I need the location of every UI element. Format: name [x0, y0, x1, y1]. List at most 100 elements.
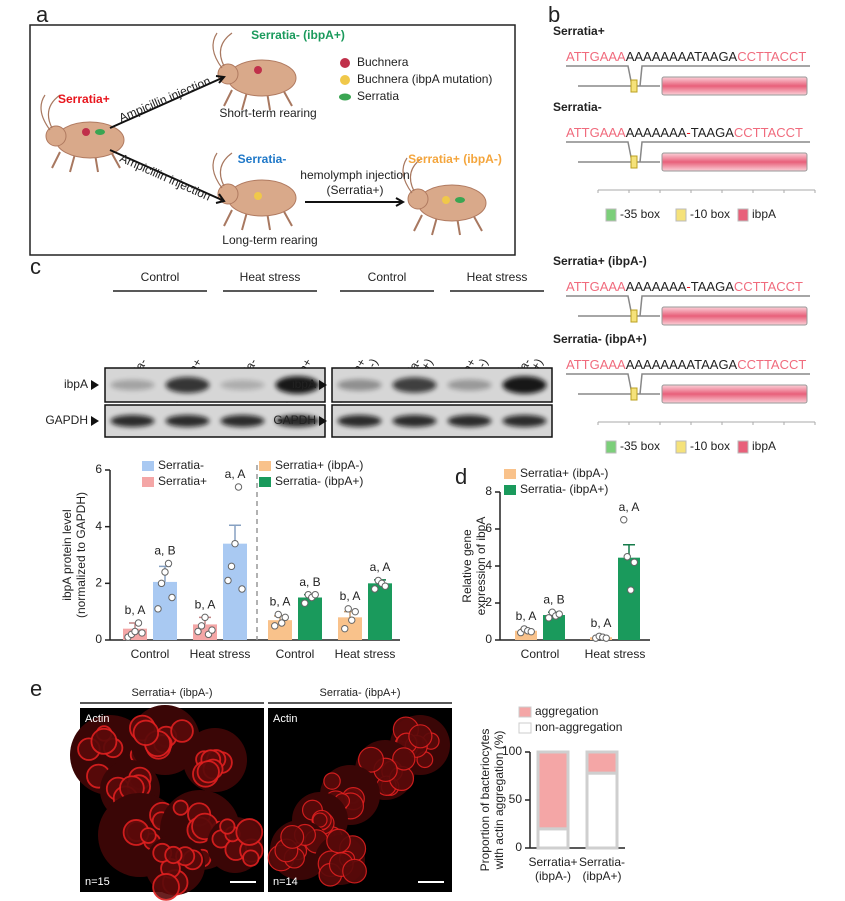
legend-swatch [142, 477, 154, 487]
legend-label: non-aggregation [535, 720, 622, 734]
sequence-part: ATTGAAA [566, 125, 626, 140]
cell [392, 747, 416, 771]
data-point [197, 622, 206, 630]
significance-label: b, A [516, 609, 537, 623]
legend-label: Serratia- (ibpA+) [275, 474, 363, 488]
x-tick-label: Heat stress [190, 647, 251, 661]
band [447, 415, 492, 427]
data-point [201, 613, 209, 622]
group-label: Heat stress [467, 270, 528, 284]
group-label: Control [368, 270, 407, 284]
y-tick-label: 50 [509, 792, 523, 806]
legend-label: -35 box [620, 207, 660, 221]
y-tick-label: 8 [485, 484, 492, 498]
y-tick-label: 2 [485, 595, 492, 609]
gene [661, 384, 808, 404]
cell [139, 827, 157, 844]
bar [515, 630, 537, 640]
significance-label: b, A [270, 595, 291, 609]
legend-label: Serratia- [158, 458, 204, 472]
panel-label: d [455, 464, 467, 489]
data-point [271, 622, 279, 630]
strain-name: Serratia+ (ibpA-) [553, 254, 647, 268]
sequence-part: CCTTACCT [734, 125, 803, 140]
sequence-part: ATTGAAA [566, 279, 626, 294]
row-label: ibpA [292, 377, 316, 391]
bar [338, 617, 362, 640]
x-tick-label: (ibpA+) [582, 869, 621, 883]
band [392, 415, 437, 427]
data-point [227, 562, 236, 571]
legend-swatch [675, 440, 687, 454]
sequence-part: - [686, 279, 690, 294]
x-tick-label: Heat stress [335, 647, 396, 661]
stain-label: Actin [85, 713, 109, 725]
label: Serratia- (ibpA+) [251, 28, 345, 42]
legend-label: Serratia- (ibpA+) [520, 482, 608, 496]
row-arrow [319, 380, 327, 390]
cell [90, 727, 118, 755]
band [110, 379, 155, 391]
data-point [134, 619, 143, 627]
legend-swatch [605, 208, 617, 222]
cell [132, 719, 160, 746]
legend-swatch [737, 440, 749, 454]
gene [661, 76, 808, 96]
label: Serratia+ (ibpA-) [408, 152, 502, 166]
significance-label: a, B [543, 592, 564, 606]
x-tick-label: (ibpA-) [535, 869, 571, 883]
legend-swatch [142, 461, 154, 471]
label: hemolymph injection [300, 168, 409, 182]
data-point [208, 626, 216, 634]
buchnera-dot [254, 66, 262, 74]
data-point [281, 613, 289, 622]
data-point [348, 616, 356, 624]
data-point [194, 627, 202, 636]
legend-swatch [259, 477, 271, 487]
data-point [630, 558, 638, 566]
label: Long-term rearing [222, 233, 317, 247]
data-point [301, 599, 309, 607]
cell [235, 818, 264, 846]
box-10 [630, 79, 638, 93]
legend-label: ibpA [752, 439, 776, 453]
box-10 [630, 155, 638, 169]
band [447, 379, 492, 391]
sequence-part: CCTTACCT [737, 357, 806, 372]
data-point [234, 483, 243, 491]
significance-label: a, B [299, 575, 320, 589]
band [165, 377, 210, 393]
band [337, 379, 382, 391]
y-tick-label: 2 [95, 576, 102, 590]
sequence-part: TAAGA [691, 279, 734, 294]
micrographs: Serratia+ (ibpA-) Actin n=15 Serratia- (ibp… [70, 687, 452, 901]
data-point [138, 629, 146, 637]
significance-label: a, A [225, 467, 246, 481]
x-tick-label: Serratia- [579, 855, 625, 869]
legend-label: Serratia+ [158, 474, 207, 488]
x-tick-label: Heat stress [585, 647, 646, 661]
sequence-part: AAAAAAAATAAGA [626, 49, 738, 64]
band [275, 415, 320, 427]
data-point [351, 607, 359, 616]
promoter-track [566, 141, 810, 163]
legend-label: -10 box [690, 207, 730, 221]
strain-name: Serratia- (ibpA+) [553, 332, 647, 346]
x-tick-label: Control [276, 647, 315, 661]
buchnera-dot [82, 128, 90, 136]
cell [219, 818, 236, 835]
band [502, 415, 547, 427]
row-arrow [91, 416, 99, 426]
buchnera-dot [442, 196, 450, 204]
sequence: ATTGAAAAAAAAAAATAAGACCTTACCT [566, 49, 806, 64]
data-point [161, 568, 169, 576]
label: Serratia+ [58, 92, 110, 106]
significance-label: b, A [195, 598, 216, 612]
legend-swatch [675, 208, 687, 222]
sequence-part: TAAGA [691, 125, 734, 140]
data-point [371, 585, 379, 593]
y-tick-label: 0 [515, 840, 522, 854]
image-title: Serratia- (ibpA+) [319, 687, 400, 699]
band [392, 377, 437, 393]
